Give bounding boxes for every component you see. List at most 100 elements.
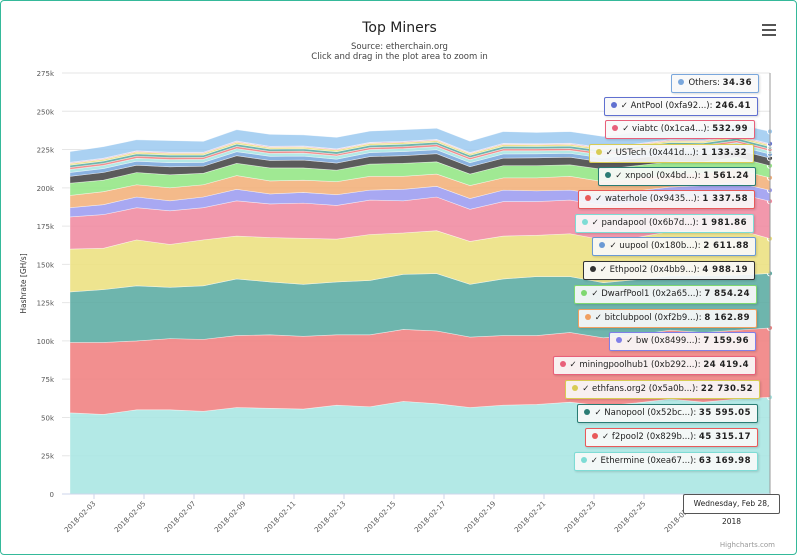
tooltip-item: ✓ miningpoolhub1 (0xb292...): 24 419.4 bbox=[552, 356, 756, 375]
tooltip-item: ✓ Ethpool2 (0x4bb9...): 4 988.19 bbox=[582, 261, 755, 280]
tooltip-item: ✓ pandapool (0x6b7d...): 1 981.86 bbox=[574, 214, 754, 233]
y-tick-label: 150k bbox=[37, 261, 55, 269]
tooltip-item-label: ✓ bitclubpool (0xf2b9...): bbox=[594, 313, 705, 323]
tooltip-item: ✓ bw (0x8499...): 7 159.96 bbox=[609, 332, 756, 351]
x-tick-label: 2018-02-19 bbox=[463, 500, 497, 534]
tooltip-item: ✓ bitclubpool (0xf2b9...): 8 162.89 bbox=[577, 309, 757, 328]
series-color-dot bbox=[616, 336, 623, 343]
series-color-dot bbox=[610, 101, 617, 108]
x-tick-label: 2018-02-23 bbox=[563, 500, 597, 534]
tooltip-item-label: ✓ miningpoolhub1 (0xb292...): bbox=[569, 360, 704, 370]
x-tick-label: 2018-02-15 bbox=[363, 500, 397, 534]
y-tick-label: 50k bbox=[41, 414, 55, 422]
series-color-dot bbox=[599, 241, 606, 248]
tooltip-item: ✓ Ethermine (0xea67...): 63 169.98 bbox=[573, 452, 758, 471]
tooltip-item-value: 34.36 bbox=[722, 78, 752, 88]
tooltip-item-value: 63 169.98 bbox=[698, 456, 751, 466]
tooltip-item-value: 8 162.89 bbox=[704, 313, 750, 323]
tooltip-item: ✓ Nanopool (0x52bc...): 35 595.05 bbox=[577, 404, 758, 423]
tooltip-item-value: 1 133.32 bbox=[701, 148, 747, 158]
series-color-dot bbox=[581, 218, 588, 225]
y-tick-label: 175k bbox=[37, 223, 55, 231]
y-tick-label: 75k bbox=[41, 376, 55, 384]
tooltip-item-label: ✓ waterhole (0x9435...): bbox=[595, 194, 703, 204]
tooltip-item-value: 1 561.24 bbox=[703, 171, 749, 181]
tooltip-item: ✓ DwarfPool1 (0x2a65...): 7 854.24 bbox=[574, 285, 757, 304]
tooltip-item: ✓ f2pool2 (0x829b...): 45 315.17 bbox=[585, 428, 758, 447]
tooltip-item-label: ✓ uupool (0x180b...): bbox=[609, 241, 704, 251]
series-color-dot bbox=[595, 148, 602, 155]
y-tick-label: 275k bbox=[37, 70, 55, 78]
tooltip-item: ✓ waterhole (0x9435...): 1 337.58 bbox=[578, 190, 755, 209]
x-tick-label: 2018-02-17 bbox=[413, 500, 447, 534]
tooltip-item-label: ✓ f2pool2 (0x829b...): bbox=[602, 432, 699, 442]
tooltip-item-value: 1 337.58 bbox=[702, 194, 748, 204]
series-color-dot bbox=[580, 456, 587, 463]
chart-subtitle-source: Source: etherchain.org bbox=[351, 42, 448, 52]
y-tick-label: 125k bbox=[37, 300, 55, 308]
x-tick-label: 2018-02-09 bbox=[213, 500, 247, 534]
x-tick-label: 2018-02-07 bbox=[163, 500, 197, 534]
x-tick-label: 2018-02-25 bbox=[613, 500, 647, 534]
series-color-dot bbox=[605, 171, 612, 178]
x-tick-label: 2018-02-03 bbox=[63, 500, 97, 534]
tooltip-item-value: 24 419.4 bbox=[703, 360, 749, 370]
tooltip-item-label: ✓ pandapool (0x6b7d...): bbox=[591, 218, 702, 228]
tooltip-item-label: ✓ DwarfPool1 (0x2a65...): bbox=[591, 289, 705, 299]
y-tick-label: 200k bbox=[37, 185, 55, 193]
series-color-dot bbox=[584, 408, 591, 415]
tooltip-item-label: ✓ Ethermine (0xea67...): bbox=[590, 456, 699, 466]
series-color-dot bbox=[559, 360, 566, 367]
series-color-dot bbox=[589, 265, 596, 272]
tooltip-item-value: 7 854.24 bbox=[704, 289, 750, 299]
tooltip-item: ✓ AntPool (0xfa92...): 246.41 bbox=[603, 97, 758, 116]
tooltip-item-value: 246.41 bbox=[715, 101, 751, 111]
tooltip-item-value: 532.99 bbox=[712, 124, 748, 134]
tooltip-item-label: ✓ ethfans.org2 (0x5a0b...): bbox=[582, 384, 701, 394]
tooltip-item-label: ✓ bw (0x8499...): bbox=[626, 336, 704, 346]
tooltip-item-label: ✓ Ethpool2 (0x4bb9...): bbox=[599, 265, 703, 275]
tooltip-item-label: ✓ xnpool (0x4bd...): bbox=[615, 171, 704, 181]
x-tick-label: 2018-02-11 bbox=[263, 500, 297, 534]
tooltip-item: ✓ uupool (0x180b...): 2 611.88 bbox=[592, 237, 756, 256]
x-tick-label: 2018-02-05 bbox=[113, 500, 147, 534]
tooltip-item-label: ✓ viabtc (0x1ca4...): bbox=[622, 124, 713, 134]
tooltip-item: ✓ viabtc (0x1ca4...): 532.99 bbox=[605, 120, 755, 139]
series-color-dot bbox=[612, 124, 619, 131]
x-tick-label: 2018-02-13 bbox=[313, 500, 347, 534]
series-color-dot bbox=[572, 384, 579, 391]
tooltip-item-value: 7 159.96 bbox=[703, 336, 749, 346]
tooltip-item-value: 4 988.19 bbox=[702, 265, 748, 275]
tooltip-item-value: 45 315.17 bbox=[698, 432, 751, 442]
series-color-dot bbox=[584, 313, 591, 320]
tooltip-item-value: 22 730.52 bbox=[700, 384, 753, 394]
y-axis-title: Hashrate [GH/s] bbox=[19, 253, 28, 313]
tooltip-item: ✓ USTech (0x441d...): 1 133.32 bbox=[588, 144, 754, 163]
tooltip-item: ✓ xnpool (0x4bd...): 1 561.24 bbox=[598, 167, 756, 186]
tooltip-item-value: 35 595.05 bbox=[698, 408, 751, 418]
chart-subtitle-zoom-hint: Click and drag in the plot area to zoom … bbox=[311, 52, 488, 62]
tooltip-item-value: 1 981.86 bbox=[701, 218, 747, 228]
tooltip-item-label: Others: bbox=[688, 78, 723, 88]
series-color-dot bbox=[678, 78, 685, 85]
tooltip-item-label: ✓ USTech (0x441d...): bbox=[605, 148, 702, 158]
tooltip-item-label: ✓ Nanopool (0x52bc...): bbox=[594, 408, 699, 418]
highcharts-credit[interactable]: Highcharts.com bbox=[719, 541, 775, 549]
tooltip-item-label: ✓ AntPool (0xfa92...): bbox=[620, 101, 716, 111]
y-tick-label: 250k bbox=[37, 108, 55, 116]
chart-title: Top Miners bbox=[362, 20, 437, 36]
y-tick-label: 0 bbox=[50, 491, 54, 499]
hamburger-menu-icon[interactable] bbox=[762, 24, 776, 38]
series-color-dot bbox=[581, 289, 588, 296]
y-tick-label: 225k bbox=[37, 147, 55, 155]
tooltip-item: Others: 34.36 bbox=[671, 74, 759, 93]
x-tick-label: 2018-02-21 bbox=[513, 500, 547, 534]
series-color-dot bbox=[592, 432, 599, 439]
tooltip-item: ✓ ethfans.org2 (0x5a0b...): 22 730.52 bbox=[565, 380, 760, 399]
series-color-dot bbox=[585, 194, 592, 201]
y-tick-label: 25k bbox=[41, 453, 55, 461]
y-tick-label: 100k bbox=[37, 338, 55, 346]
tooltip-date: Wednesday, Feb 28, 2018 bbox=[683, 494, 780, 526]
tooltip-item-value: 2 611.88 bbox=[703, 241, 749, 251]
